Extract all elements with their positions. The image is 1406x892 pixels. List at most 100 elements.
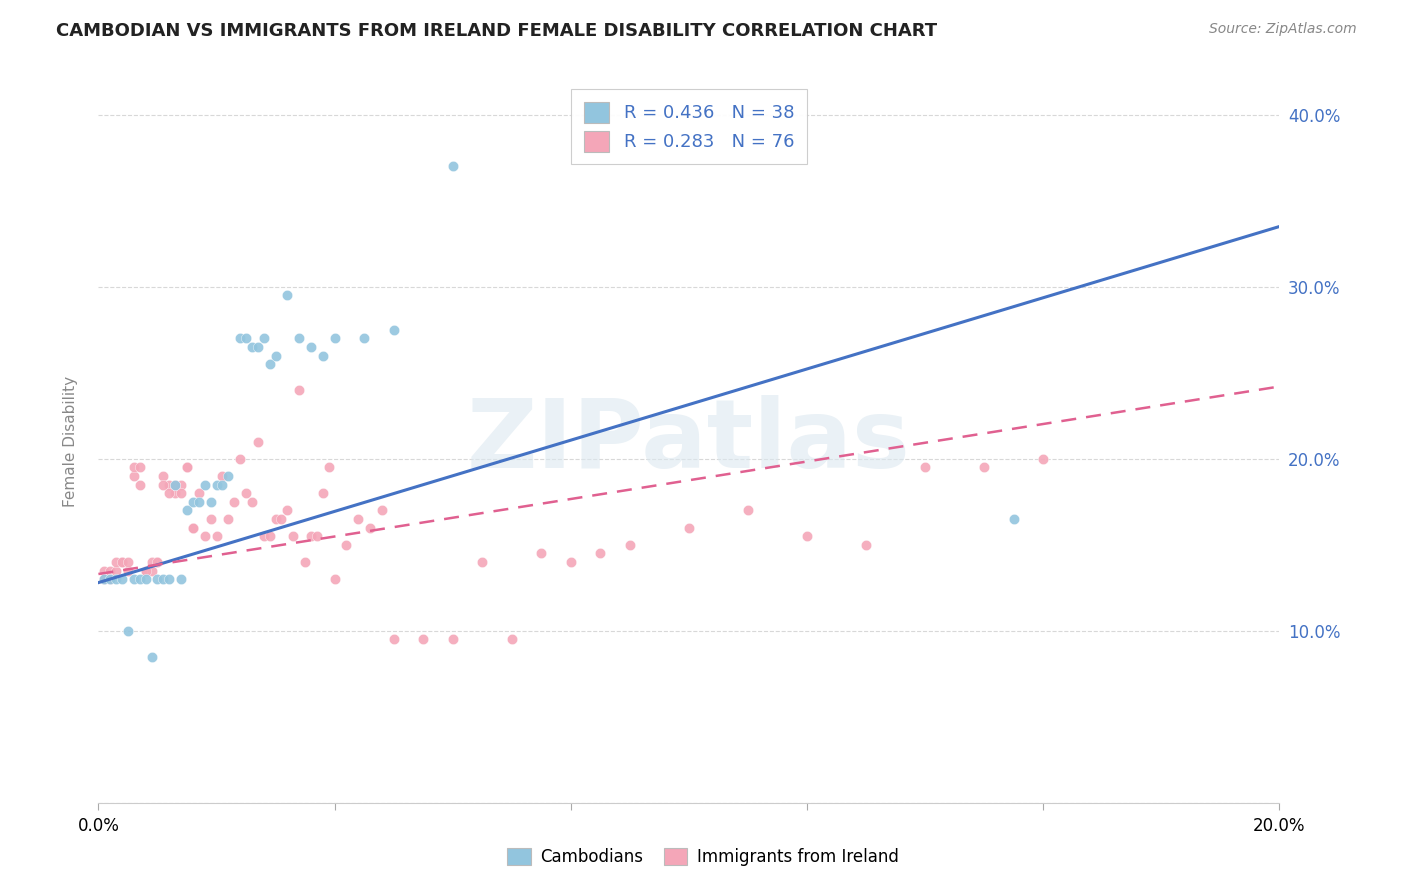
Point <box>305 529 328 543</box>
Point <box>259 357 281 371</box>
Point <box>187 486 209 500</box>
Point <box>157 486 180 500</box>
Point <box>141 649 163 664</box>
Point <box>323 572 346 586</box>
Point <box>105 572 128 586</box>
Point <box>560 555 582 569</box>
Y-axis label: Female Disability: Female Disability <box>63 376 77 508</box>
Text: CAMBODIAN VS IMMIGRANTS FROM IRELAND FEMALE DISABILITY CORRELATION CHART: CAMBODIAN VS IMMIGRANTS FROM IRELAND FEM… <box>56 22 938 40</box>
Point <box>283 529 305 543</box>
Point <box>501 632 523 647</box>
Point <box>170 572 193 586</box>
Point <box>382 323 405 337</box>
Point <box>264 512 287 526</box>
Legend: R = 0.436   N = 38, R = 0.283   N = 76: R = 0.436 N = 38, R = 0.283 N = 76 <box>571 89 807 164</box>
Point <box>111 555 134 569</box>
Legend: Cambodians, Immigrants from Ireland: Cambodians, Immigrants from Ireland <box>501 841 905 873</box>
Point <box>200 512 222 526</box>
Point <box>441 159 464 173</box>
Point <box>122 469 145 483</box>
Point <box>165 486 187 500</box>
Point <box>122 460 145 475</box>
Point <box>165 477 187 491</box>
Point <box>152 572 174 586</box>
Point <box>98 564 121 578</box>
Point <box>441 632 464 647</box>
Point <box>347 512 370 526</box>
Point <box>253 529 276 543</box>
Point <box>217 512 239 526</box>
Point <box>157 572 180 586</box>
Point <box>246 340 269 354</box>
Point <box>157 477 180 491</box>
Point <box>914 460 936 475</box>
Point <box>678 520 700 534</box>
Point <box>796 529 818 543</box>
Point <box>181 494 204 508</box>
Point <box>530 546 553 560</box>
Point <box>181 520 204 534</box>
Point <box>240 340 263 354</box>
Point <box>1002 512 1025 526</box>
Point <box>737 503 759 517</box>
Point <box>299 529 322 543</box>
Point <box>353 331 375 345</box>
Point <box>176 460 198 475</box>
Point <box>135 564 157 578</box>
Point <box>176 503 198 517</box>
Point <box>371 503 394 517</box>
Point <box>288 383 311 397</box>
Text: ZIPatlas: ZIPatlas <box>467 395 911 488</box>
Point <box>253 331 276 345</box>
Point <box>224 494 246 508</box>
Point <box>299 340 322 354</box>
Point <box>152 469 174 483</box>
Point <box>117 564 139 578</box>
Point <box>312 486 335 500</box>
Point <box>318 460 340 475</box>
Point <box>93 564 115 578</box>
Point <box>122 572 145 586</box>
Point <box>235 486 257 500</box>
Point <box>211 469 233 483</box>
Point <box>211 477 233 491</box>
Point <box>229 451 252 466</box>
Point <box>471 555 494 569</box>
Point <box>855 538 877 552</box>
Point <box>170 486 193 500</box>
Point <box>105 564 128 578</box>
Point <box>619 538 641 552</box>
Point <box>135 564 157 578</box>
Point <box>229 331 252 345</box>
Point <box>128 460 150 475</box>
Point <box>141 564 163 578</box>
Point <box>205 477 228 491</box>
Point <box>276 288 298 302</box>
Point <box>335 538 357 552</box>
Point <box>323 331 346 345</box>
Point <box>205 529 228 543</box>
Point <box>98 572 121 586</box>
Text: Source: ZipAtlas.com: Source: ZipAtlas.com <box>1209 22 1357 37</box>
Point <box>589 546 612 560</box>
Point <box>111 555 134 569</box>
Point <box>264 349 287 363</box>
Point <box>152 477 174 491</box>
Point <box>146 572 169 586</box>
Point <box>246 434 269 449</box>
Point <box>135 572 157 586</box>
Point <box>181 520 204 534</box>
Point <box>176 460 198 475</box>
Point <box>165 477 187 491</box>
Point <box>235 331 257 345</box>
Point <box>294 555 316 569</box>
Point <box>259 529 281 543</box>
Point <box>217 469 239 483</box>
Point <box>111 572 134 586</box>
Point <box>117 624 139 638</box>
Point <box>93 572 115 586</box>
Point <box>117 555 139 569</box>
Point <box>194 477 217 491</box>
Point <box>288 331 311 345</box>
Point <box>276 503 298 517</box>
